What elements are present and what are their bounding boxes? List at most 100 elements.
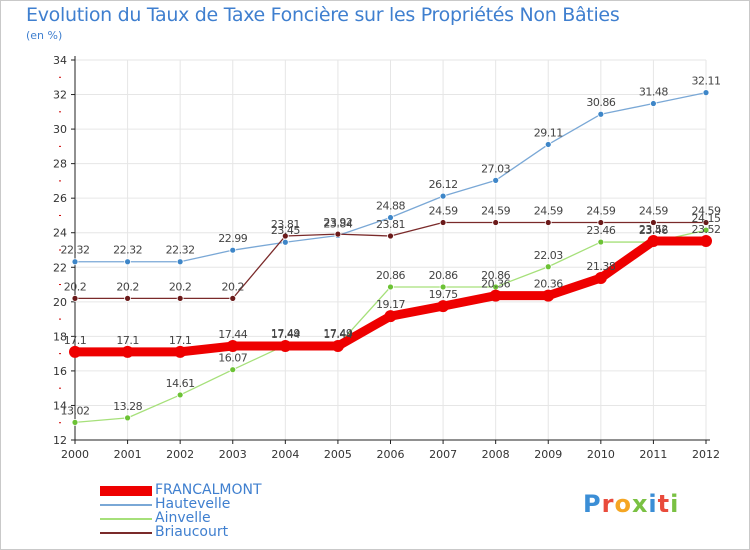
x-tick-label: 2003 — [219, 448, 247, 461]
logo-letter: i — [670, 490, 680, 518]
data-label-francalmont: 17.1 — [64, 334, 87, 347]
data-point-hautevelle — [492, 176, 500, 184]
unit-label: (en %) — [26, 29, 63, 42]
data-point-briaucourt — [544, 219, 552, 226]
data-point-francalmont — [384, 310, 397, 323]
x-tick-label: 2010 — [587, 448, 615, 461]
data-point-francalmont — [594, 271, 607, 284]
data-label-briaucourt: 23.81 — [376, 218, 405, 231]
data-point-francalmont — [279, 340, 292, 353]
y-tick-label: 18 — [53, 330, 67, 343]
data-label-hautevelle: 22.32 — [113, 244, 142, 257]
data-point-briaucourt — [124, 294, 131, 302]
x-tick-label: 2000 — [61, 448, 89, 461]
y-tick-label: 12 — [53, 434, 67, 447]
data-label-briaucourt: 24.59 — [481, 205, 510, 218]
data-label-hautevelle: 22.32 — [61, 244, 90, 257]
y-tick-label: 26 — [53, 192, 67, 205]
y-tick-label: 14 — [53, 399, 67, 412]
data-label-hautevelle: 22.99 — [218, 232, 247, 245]
data-label-ainvelle: 23.46 — [639, 224, 668, 237]
data-point-hautevelle — [702, 89, 710, 97]
data-point-hautevelle — [439, 192, 447, 200]
data-label-hautevelle: 22.32 — [166, 244, 195, 257]
legend-swatch — [100, 532, 152, 534]
logo-letter: t — [657, 490, 671, 518]
data-label-ainvelle: 17.49 — [271, 327, 300, 340]
data-point-ainvelle — [702, 226, 710, 234]
data-label-francalmont: 23.52 — [639, 223, 668, 236]
data-label-briaucourt: 24.59 — [586, 205, 615, 218]
legend-swatch — [100, 486, 152, 496]
x-tick-label: 2009 — [534, 448, 562, 461]
data-label-hautevelle: 26.12 — [429, 178, 458, 191]
proxiti-logo: Proxiti — [583, 490, 679, 518]
data-label-francalmont: 19.17 — [376, 298, 405, 311]
data-point-briaucourt — [229, 294, 237, 302]
data-label-briaucourt: 24.59 — [639, 205, 668, 218]
data-label-briaucourt: 20.2 — [222, 280, 245, 293]
data-point-ainvelle — [439, 283, 447, 291]
legend-label: Hautevelle — [155, 496, 231, 512]
data-point-briaucourt — [387, 232, 394, 240]
data-point-francalmont — [331, 340, 344, 353]
data-point-briaucourt — [334, 230, 342, 238]
data-point-ainvelle — [229, 366, 237, 374]
data-point-hautevelle — [387, 214, 394, 221]
data-label-francalmont: 17.1 — [169, 334, 192, 347]
data-label-briaucourt: 20.2 — [116, 280, 139, 293]
data-label-hautevelle: 30.86 — [586, 96, 615, 109]
data-point-hautevelle — [71, 258, 79, 266]
data-label-briaucourt: 24.59 — [429, 205, 458, 218]
data-point-ainvelle — [71, 418, 79, 426]
y-tick-label: 28 — [53, 158, 67, 171]
data-label-francalmont: 19.75 — [429, 288, 458, 301]
data-point-hautevelle — [597, 110, 605, 118]
data-label-briaucourt: 24.59 — [692, 205, 721, 218]
legend-label: Ainvelle — [155, 510, 211, 526]
y-tick-label: 22 — [53, 261, 67, 274]
legend-swatch — [100, 518, 152, 520]
x-tick-label: 2002 — [166, 448, 194, 461]
data-point-briaucourt — [71, 294, 79, 302]
data-point-hautevelle — [176, 258, 184, 266]
data-label-ainvelle: 20.86 — [481, 269, 510, 282]
data-label-briaucourt: 23.92 — [323, 216, 352, 229]
data-label-hautevelle: 29.11 — [534, 126, 563, 139]
data-label-ainvelle: 22.03 — [534, 249, 563, 262]
legend-swatch — [100, 504, 152, 506]
data-label-ainvelle: 14.61 — [166, 377, 195, 390]
data-point-francalmont — [647, 235, 660, 248]
logo-letter: i — [648, 490, 658, 518]
data-label-ainvelle: 23.46 — [586, 224, 615, 237]
data-point-ainvelle — [124, 414, 131, 422]
x-tick-label: 2001 — [114, 448, 142, 461]
legend-label: FRANCALMONT — [155, 482, 262, 498]
x-tick-label: 2005 — [324, 448, 352, 461]
data-label-francalmont: 21.38 — [586, 260, 615, 273]
data-label-hautevelle: 31.48 — [639, 86, 668, 99]
chart-title: Evolution du Taux de Taxe Foncière sur l… — [26, 4, 620, 26]
x-tick-label: 2006 — [377, 448, 405, 461]
data-label-hautevelle: 23.84 — [323, 217, 352, 230]
data-label-briaucourt: 23.81 — [271, 218, 300, 231]
data-label-francalmont: 17.1 — [116, 334, 139, 347]
data-label-francalmont: 20.36 — [534, 278, 563, 291]
data-label-briaucourt: 24.59 — [534, 205, 563, 218]
data-point-francalmont — [69, 345, 81, 358]
data-label-briaucourt: 20.2 — [64, 280, 87, 293]
x-tick-label: 2008 — [482, 448, 510, 461]
data-label-francalmont: 17.44 — [218, 328, 247, 341]
data-point-briaucourt — [492, 219, 500, 226]
data-label-ainvelle: 17.49 — [323, 327, 352, 340]
data-point-francalmont — [437, 300, 450, 313]
data-point-briaucourt — [176, 294, 184, 302]
data-point-francalmont — [542, 289, 555, 302]
data-label-francalmont: 17.44 — [271, 328, 300, 341]
y-tick-label: 30 — [53, 123, 67, 136]
data-label-ainvelle: 13.02 — [61, 404, 90, 417]
data-point-hautevelle — [281, 238, 289, 246]
data-label-hautevelle: 23.45 — [271, 224, 300, 237]
